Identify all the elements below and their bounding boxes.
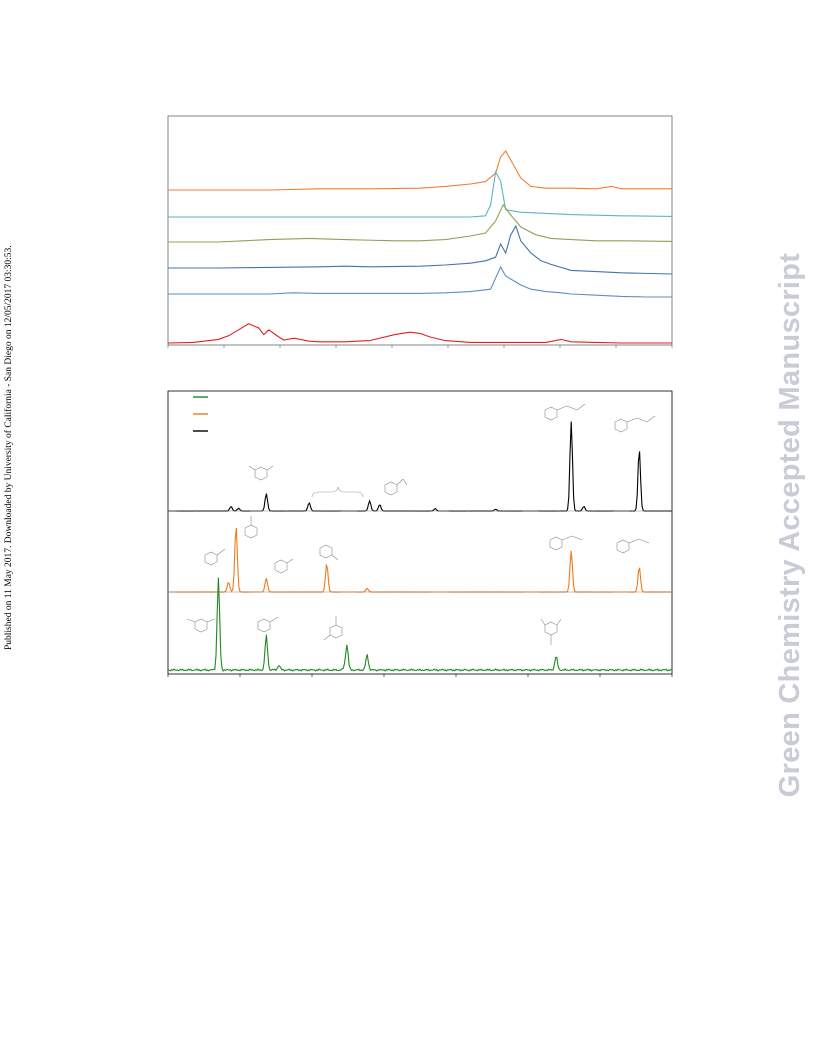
bottom-series-line-amber: [168, 527, 673, 593]
molecule-structures: [186, 403, 656, 645]
top-series-line-steel: [168, 224, 673, 275]
structure-amber-5: [549, 535, 583, 551]
structure-black-3: [544, 403, 586, 421]
structure-green-3: [323, 616, 343, 641]
structure-black-2: [384, 478, 408, 496]
bottom-chart-series: [167, 421, 673, 672]
structure-green-4: [540, 618, 562, 645]
structure-amber-3: [274, 558, 294, 574]
structure-black-1: [248, 465, 274, 481]
top-series-line-olive: [168, 203, 673, 243]
bottom-chart-frame: [167, 390, 673, 675]
top-series-line-lightsteel: [168, 265, 672, 298]
structure-amber-4: [319, 544, 339, 561]
bottom-series-line-green: [167, 577, 673, 672]
top-chart-frame: [167, 115, 673, 346]
bottom-chart-dividers: [168, 510, 672, 593]
top-chart-x-ticks: [167, 345, 673, 348]
structure-green-1: [186, 618, 216, 633]
structure-amber-2: [244, 516, 258, 539]
bottom-series-line-black: [168, 421, 673, 512]
top-series-line-orange: [168, 150, 672, 191]
structure-green-2: [257, 616, 279, 633]
bottom-chart-legend: [193, 396, 208, 432]
structure-amber-1: [204, 548, 226, 566]
structure-amber-6: [616, 538, 650, 554]
bottom-chart-x-ticks: [167, 674, 673, 677]
brace: [311, 486, 364, 498]
top-series-line-red: [167, 323, 672, 344]
top-series-line-teal: [168, 170, 673, 218]
top-chart-series: [167, 150, 673, 344]
structure-black-4: [614, 415, 656, 433]
